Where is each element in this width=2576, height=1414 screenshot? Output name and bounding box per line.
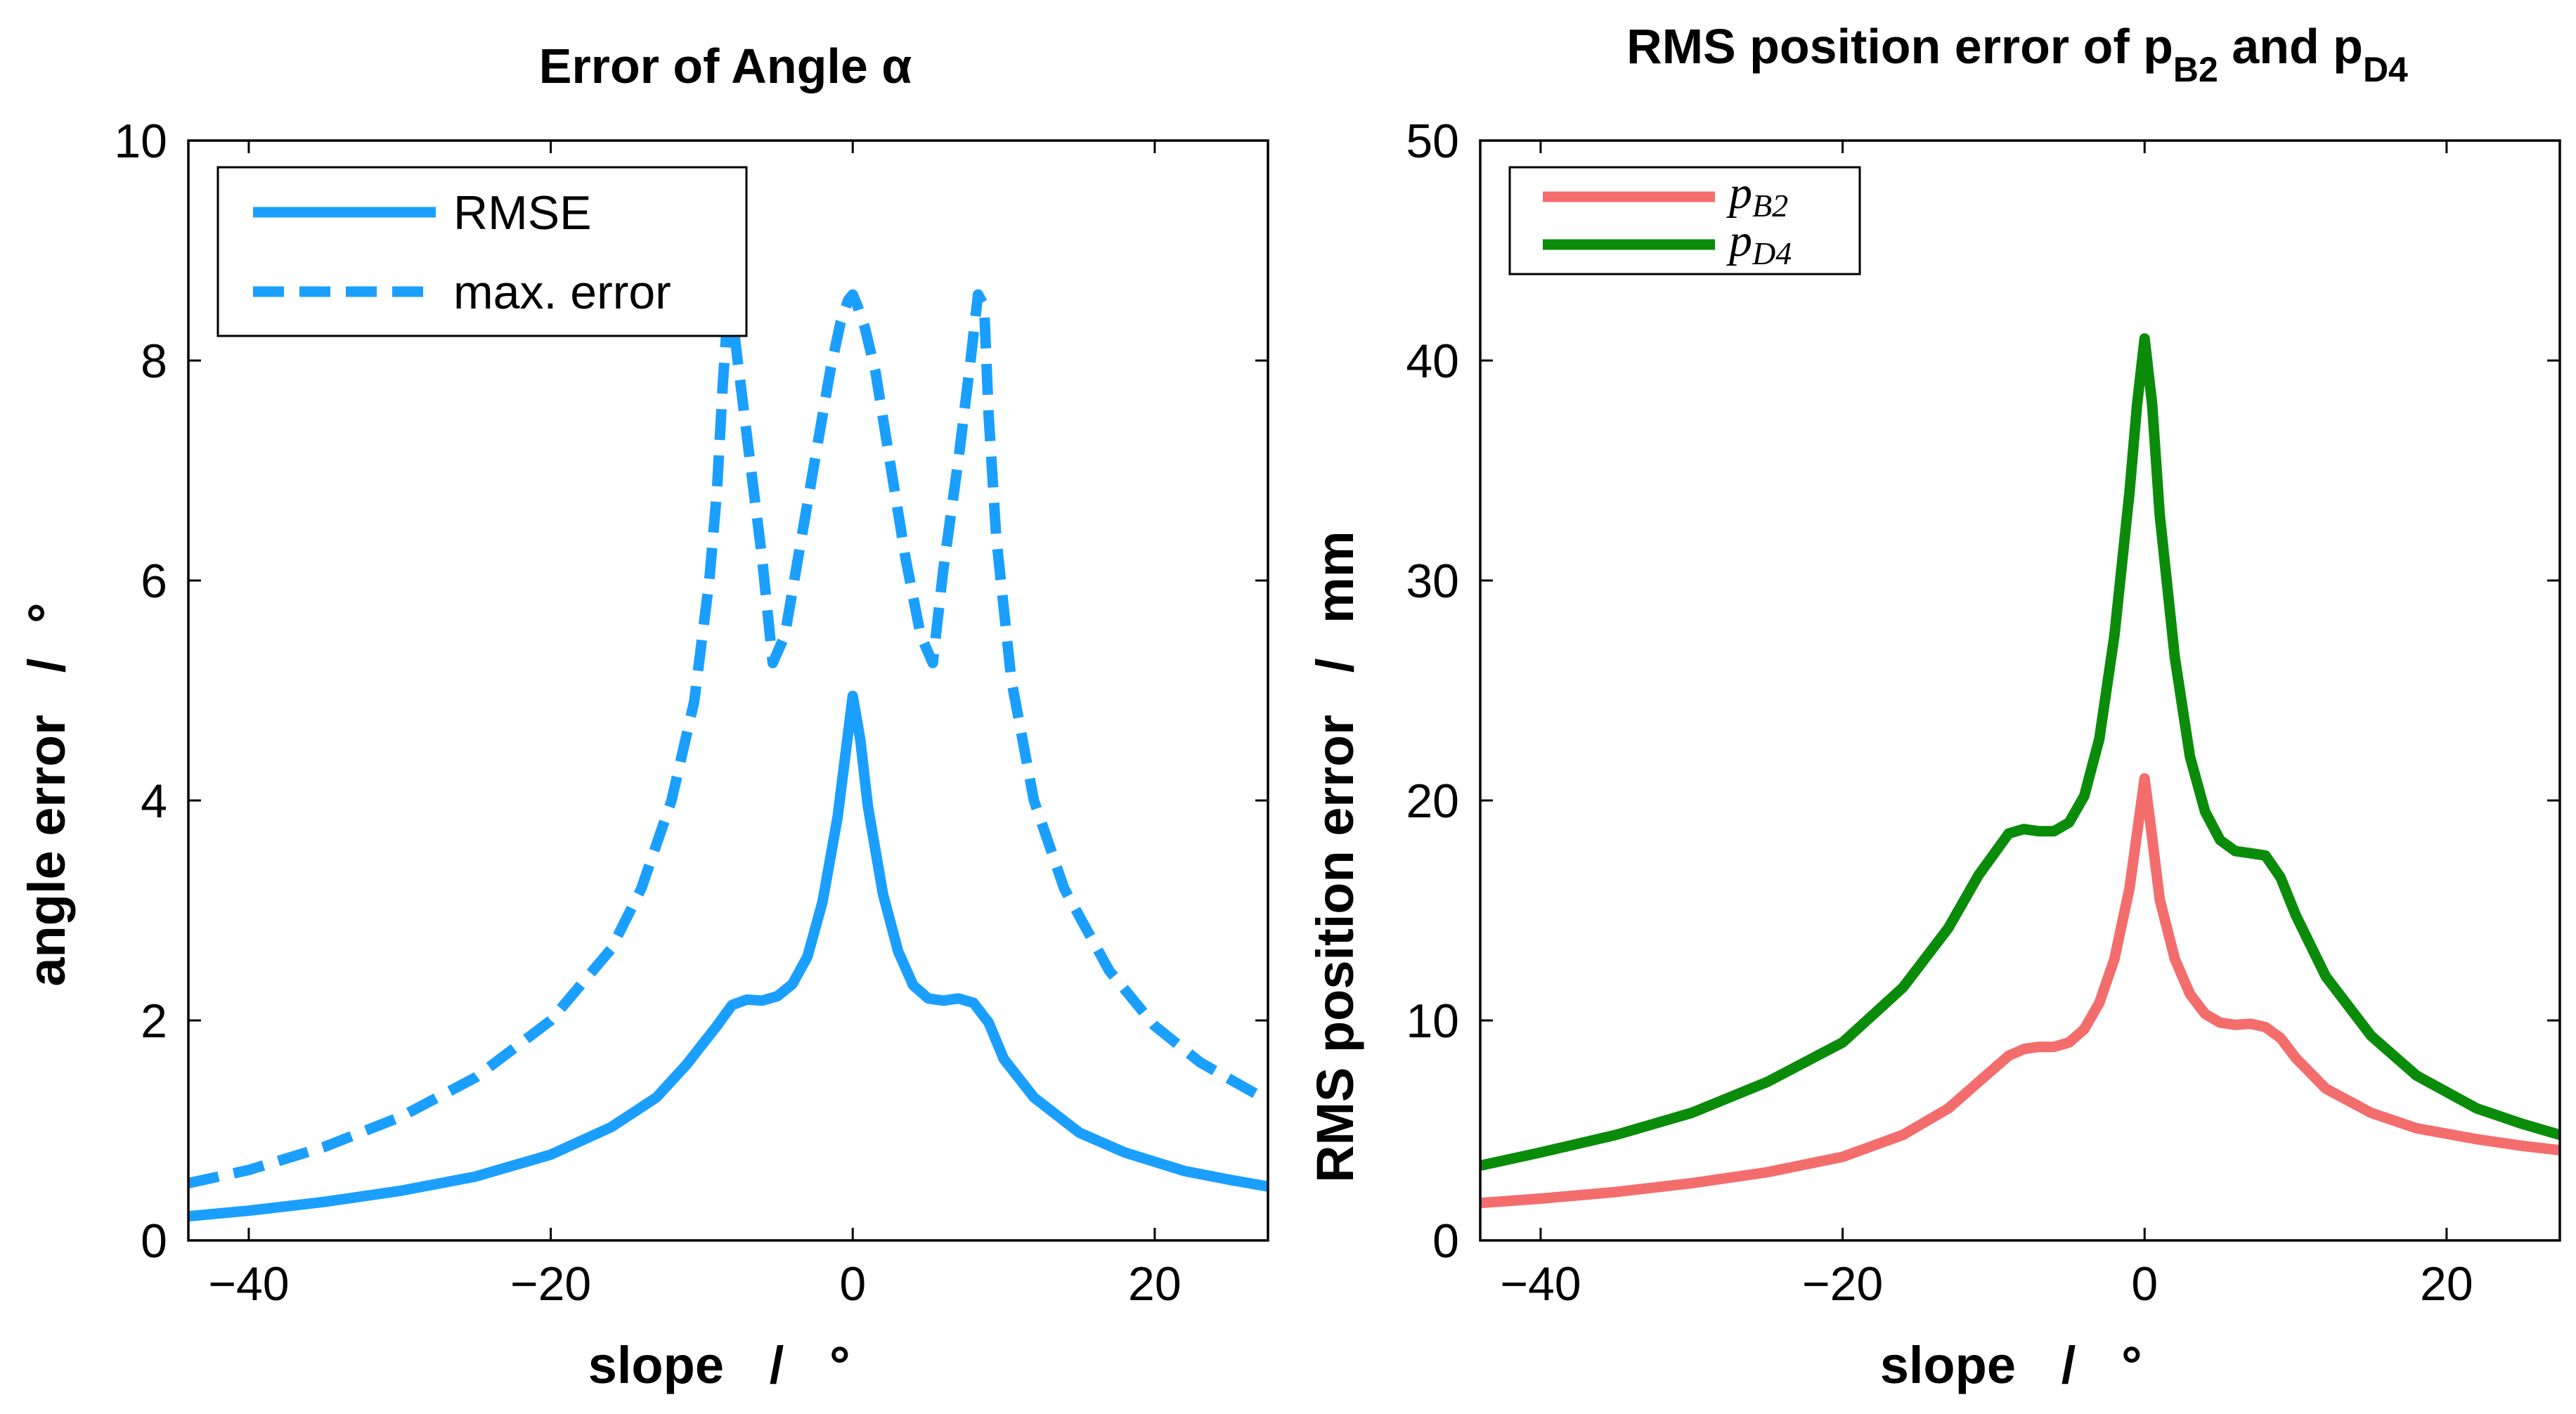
plot-area — [1480, 333, 2560, 1209]
y-tick-label: 6 — [141, 554, 167, 608]
y-tick-label: 50 — [1406, 115, 1459, 168]
x-tick-label: −40 — [208, 1257, 289, 1311]
x-axis-unit: ° — [2121, 1336, 2142, 1394]
axes-frame — [187, 139, 1269, 1242]
series-line-rmse — [188, 690, 1268, 1222]
series-line-p-b2 — [1480, 773, 2560, 1209]
x-axis-separator: / — [2062, 1336, 2076, 1394]
legend-label-pb2: pB2 — [1726, 167, 1788, 223]
y-tick-label: 8 — [141, 335, 167, 388]
y-tick-label: 10 — [1406, 994, 1459, 1048]
y-tick-label: 0 — [141, 1214, 167, 1268]
y-tick-label: 10 — [114, 115, 167, 168]
y-axis-unit: mm — [1306, 531, 1364, 623]
y-tick-label: 2 — [141, 994, 167, 1048]
legend: RMSE max. error — [216, 166, 748, 337]
y-axis-separator: / — [18, 659, 76, 673]
ticks: −40 −20 0 20 0 10 20 30 40 50 — [1406, 115, 2560, 1311]
legend-label-max-error: max. error — [453, 266, 671, 319]
plot-area — [188, 289, 1268, 1222]
y-axis-label: angle error — [18, 715, 76, 987]
x-tick-label: 0 — [2131, 1257, 2158, 1311]
legend: pB2 pD4 — [1508, 166, 1861, 275]
x-axis-label: slope — [588, 1336, 724, 1394]
y-tick-label: 0 — [1432, 1214, 1459, 1268]
ticks: −40 −20 0 20 0 2 4 6 8 10 — [114, 115, 1268, 1311]
x-tick-label: −40 — [1500, 1257, 1581, 1311]
x-axis-separator: / — [770, 1336, 784, 1394]
x-tick-label: 0 — [839, 1257, 866, 1311]
x-tick-label: −20 — [1802, 1257, 1883, 1311]
y-axis-unit: ° — [18, 602, 76, 623]
chart-title: Error of Angle α — [539, 39, 912, 93]
y-tick-label: 40 — [1406, 335, 1459, 388]
chart-title: RMS position error of pB2 and pD4 — [1626, 19, 2408, 89]
x-tick-label: −20 — [510, 1257, 591, 1311]
y-axis-label: RMS position error — [1306, 715, 1364, 1183]
x-tick-label: 20 — [1128, 1257, 1182, 1311]
axes-frame — [1479, 139, 2561, 1242]
series-line-p-d4 — [1480, 333, 2560, 1171]
y-tick-label: 4 — [141, 774, 167, 828]
x-axis-label: slope — [1880, 1336, 2016, 1394]
x-tick-label: 20 — [2420, 1257, 2473, 1311]
legend-label-rmse: RMSE — [453, 186, 591, 240]
series-line-max-error — [188, 289, 1268, 1188]
legend-box — [216, 166, 748, 337]
chart-position-error: RMS position error of pB2 and pD4 −40 −20… — [1306, 19, 2561, 1394]
y-tick-label: 30 — [1406, 554, 1459, 608]
legend-label-pd4: pD4 — [1726, 215, 1792, 271]
y-tick-label: 20 — [1406, 774, 1459, 828]
y-axis-separator: / — [1306, 659, 1364, 673]
legend-box — [1508, 166, 1861, 275]
x-axis-unit: ° — [829, 1336, 850, 1394]
